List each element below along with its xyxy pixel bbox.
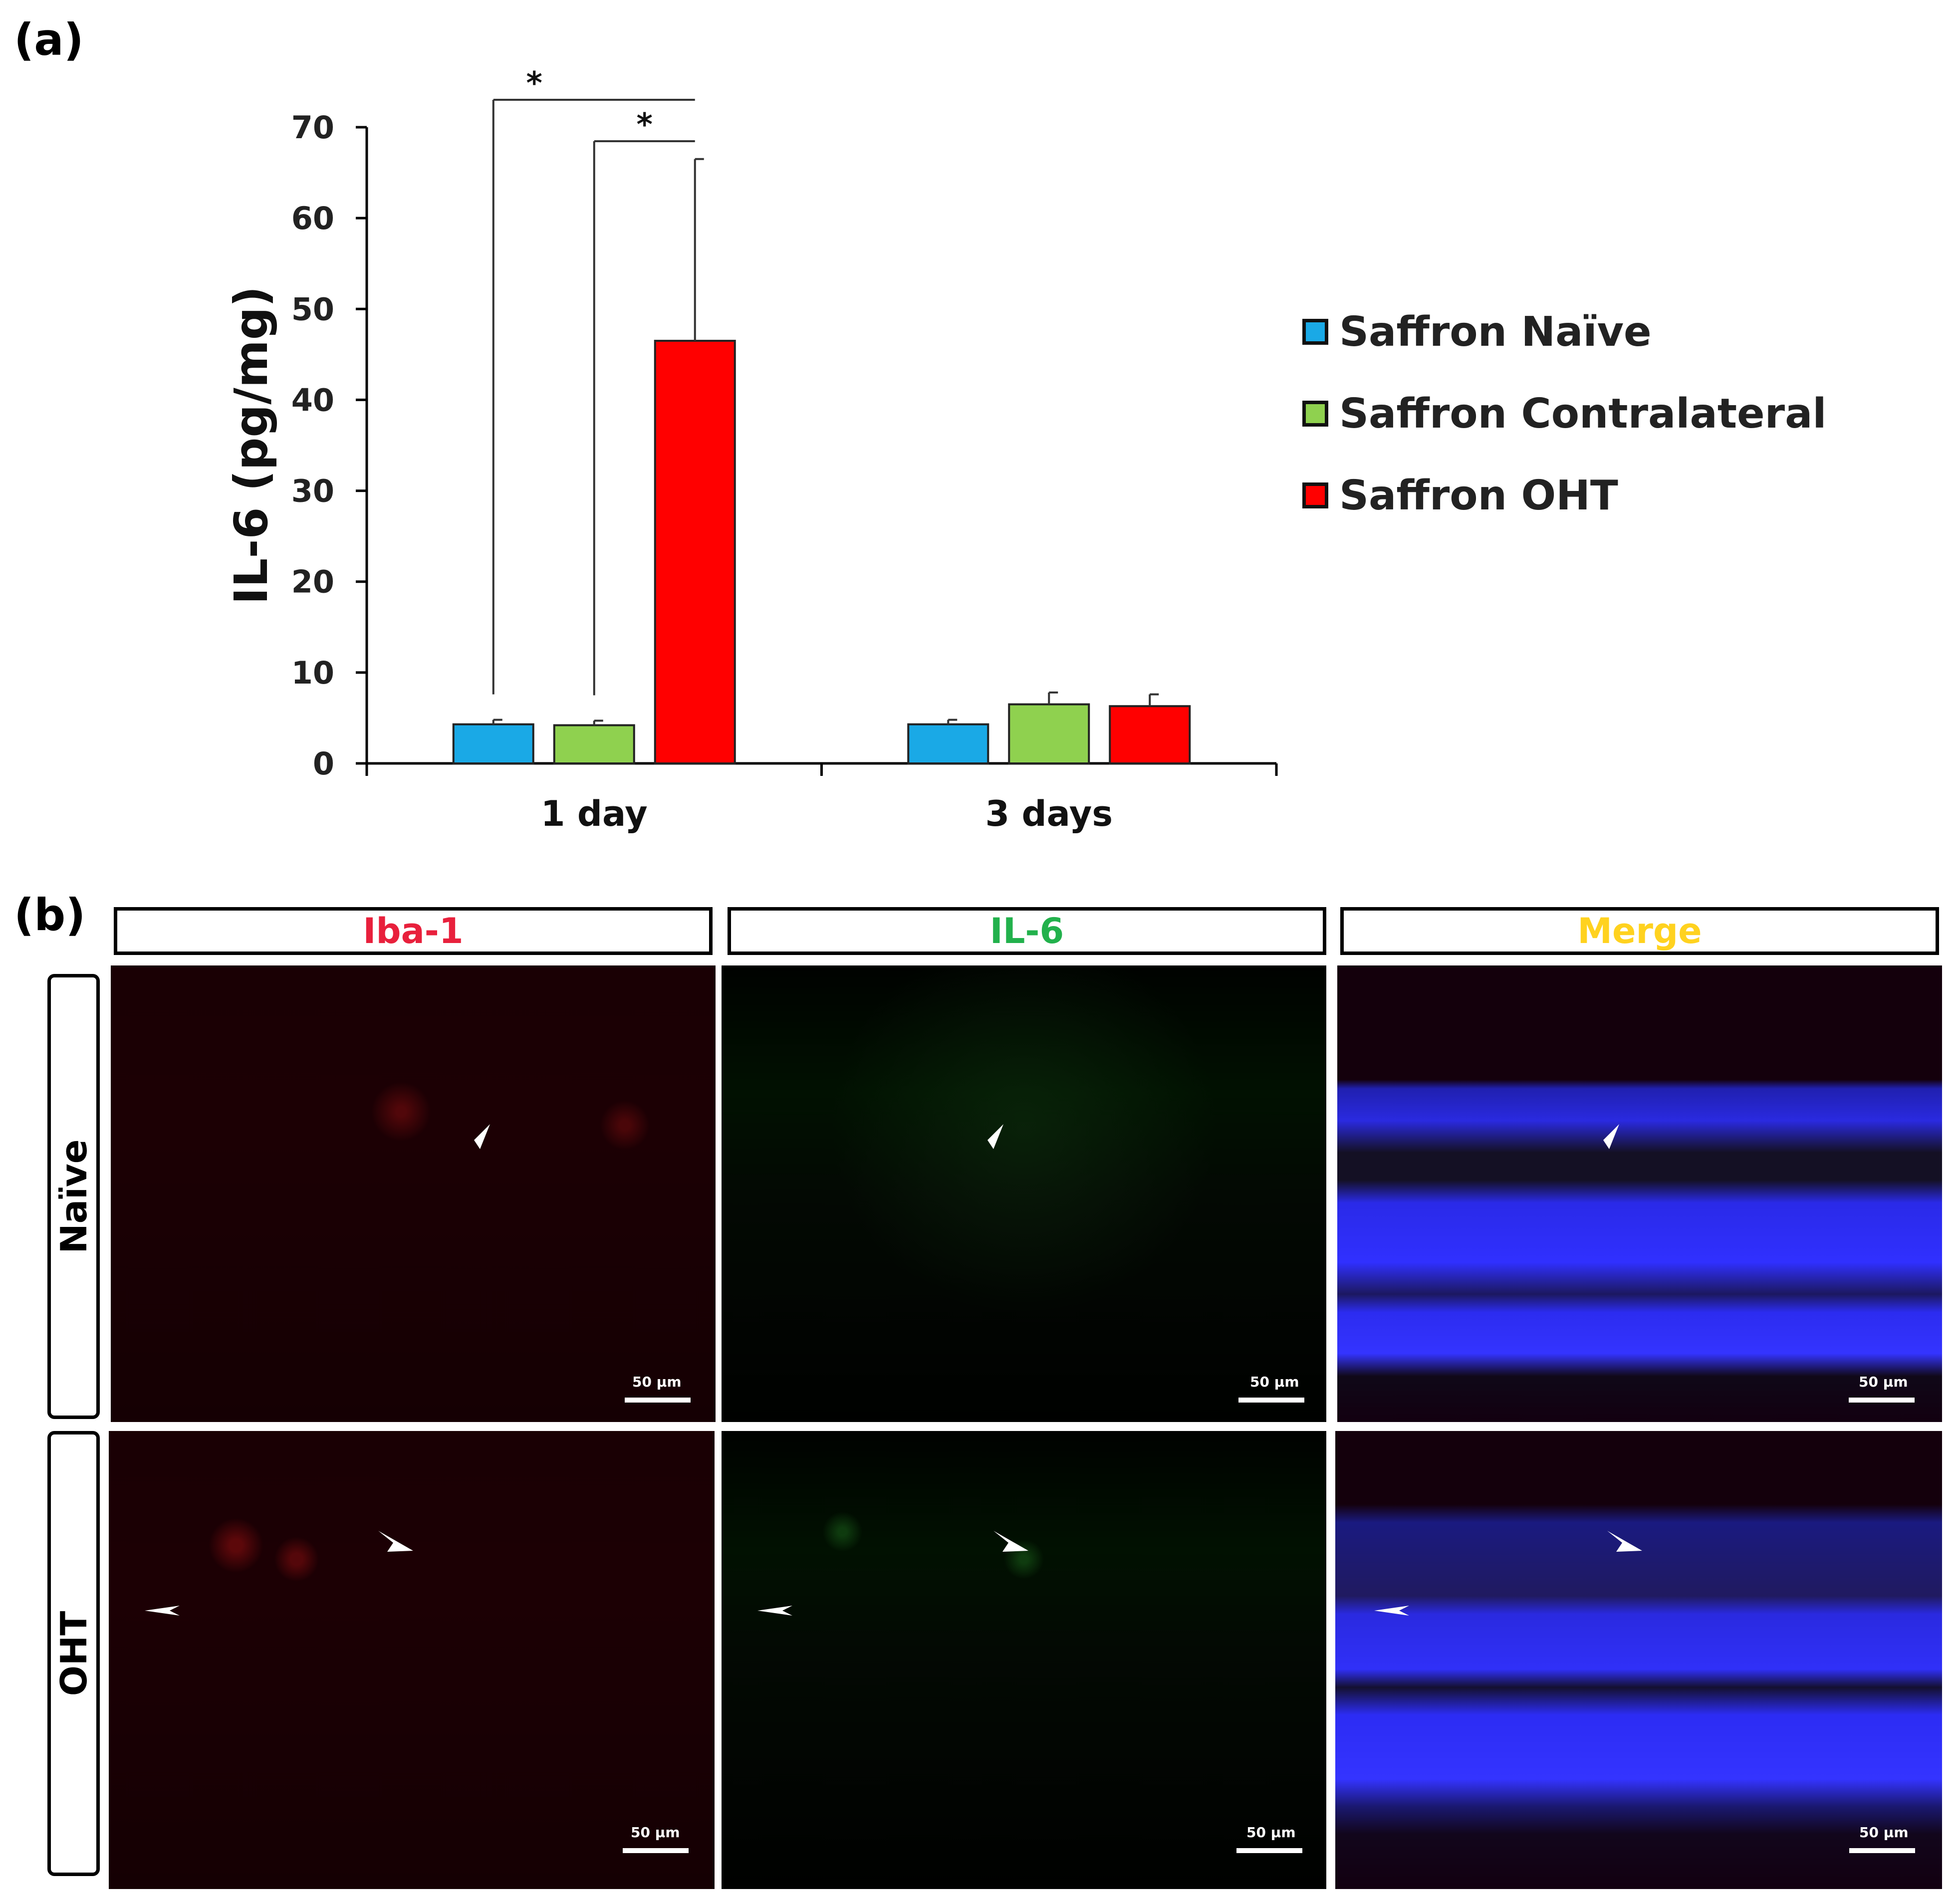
- y-tick-label: 70: [291, 109, 334, 146]
- arrowhead-oht-merge-icon: [1607, 1531, 1642, 1552]
- arrowhead-naive-iba1-icon: [460, 1124, 490, 1154]
- significance-marker: *: [637, 106, 653, 143]
- arrowhead-oht-iba1-lower-icon: [145, 1606, 180, 1616]
- scale-bar: [1849, 1848, 1915, 1853]
- micrograph-oht-iba1: 50 µm: [109, 1431, 715, 1889]
- legend-item-saffron-contralateral: Saffron Contralateral: [1302, 390, 1827, 438]
- scale-bar-label: 50 µm: [1859, 1824, 1909, 1841]
- scale-bar: [1238, 1398, 1304, 1403]
- y-tick-label: 40: [291, 382, 334, 418]
- row-label-oht: OHT: [47, 1431, 100, 1876]
- bar-chart: 0 10 20 30 40 50 60 70 IL-6 (pg/mg) 1 day 3 days * *: [225, 65, 1278, 834]
- y-tick-label: 30: [291, 473, 334, 509]
- row-label-naive: Naïve: [47, 974, 100, 1419]
- panel-a-label: (a): [14, 14, 84, 65]
- column-header-iba1: Iba-1: [114, 907, 713, 955]
- micrograph-oht-merge: 50 µm: [1335, 1431, 1942, 1889]
- arrowhead-naive-merge-icon: [1589, 1124, 1619, 1154]
- bar: [1008, 703, 1090, 765]
- y-tick-label: 20: [291, 564, 334, 600]
- legend-swatch-saffron-contralateral: [1302, 401, 1328, 427]
- scale-bar-label: 50 µm: [1250, 1374, 1299, 1390]
- micrograph-oht-il6: 50 µm: [722, 1431, 1326, 1889]
- micrograph-naive-merge: 50 µm: [1337, 965, 1942, 1422]
- bar: [654, 340, 736, 764]
- arrowhead-naive-il6-icon: [974, 1124, 1003, 1154]
- y-tick-label: 50: [291, 291, 334, 327]
- arrowhead-oht-il6-lower-icon: [757, 1606, 792, 1616]
- scale-bar-label: 50 µm: [1859, 1374, 1908, 1390]
- y-tick-label: 60: [291, 200, 334, 237]
- column-header-il6: IL-6: [728, 907, 1326, 955]
- significance-marker: *: [526, 65, 542, 101]
- legend-swatch-saffron-naive: [1302, 319, 1328, 345]
- y-axis-title: IL-6 (pg/mg): [225, 286, 278, 604]
- bar: [1109, 705, 1191, 764]
- scale-bar-label: 50 µm: [1246, 1824, 1296, 1841]
- bar: [553, 724, 635, 764]
- y-tick-label: 10: [291, 655, 334, 691]
- row-label-oht-text: OHT: [52, 1611, 95, 1696]
- scale-bar: [623, 1848, 689, 1853]
- scale-bar-label: 50 µm: [631, 1824, 680, 1841]
- panel-b-label: (b): [14, 889, 86, 941]
- legend-swatch-saffron-oht: [1302, 482, 1328, 508]
- x-tick-label: 1 day: [541, 793, 648, 834]
- legend-label-saffron-naive: Saffron Naïve: [1339, 308, 1652, 356]
- micrograph-naive-il6: 50 µm: [722, 965, 1326, 1422]
- x-tick-label: 3 days: [985, 793, 1113, 834]
- legend-label-saffron-contralateral: Saffron Contralateral: [1339, 390, 1827, 438]
- legend-item-saffron-oht: Saffron OHT: [1302, 472, 1618, 519]
- scale-bar: [625, 1398, 691, 1403]
- bar: [452, 723, 534, 765]
- legend-item-saffron-naive: Saffron Naïve: [1302, 308, 1652, 356]
- arrowhead-oht-merge-lower-icon: [1374, 1606, 1409, 1616]
- column-header-merge: Merge: [1340, 907, 1939, 955]
- bar: [907, 723, 989, 765]
- arrowhead-oht-il6-icon: [993, 1531, 1028, 1552]
- micrograph-naive-iba1: 50 µm: [111, 965, 716, 1422]
- scale-bar-label: 50 µm: [632, 1374, 682, 1390]
- row-label-naive-text: Naïve: [52, 1139, 95, 1254]
- arrowhead-oht-iba1-icon: [378, 1531, 413, 1552]
- scale-bar: [1849, 1398, 1915, 1403]
- y-tick-label: 0: [313, 745, 334, 782]
- scale-bar: [1236, 1848, 1302, 1853]
- legend-label-saffron-oht: Saffron OHT: [1339, 472, 1618, 519]
